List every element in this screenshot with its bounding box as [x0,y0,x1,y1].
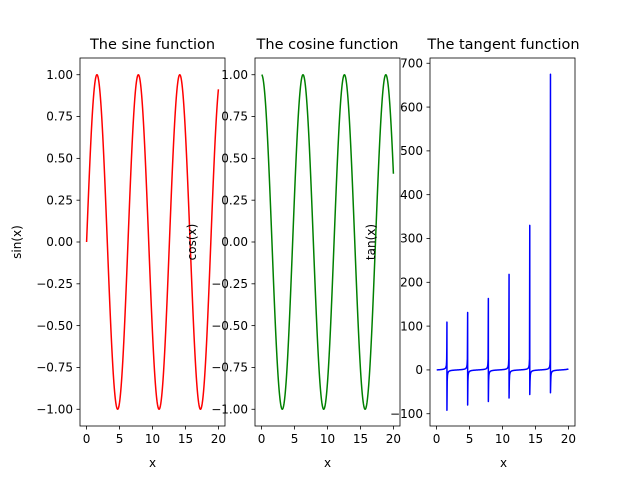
cosine-xtick-label: 15 [353,432,368,446]
sine-ytick-label: −0.50 [36,319,73,333]
sine-ytick-label: −0.75 [36,361,73,375]
cosine-ylabel: cos(x) [185,224,199,261]
tangent-xtick-label: 15 [528,432,543,446]
sine-ytick-label: −1.00 [36,402,73,416]
sine-ylabel: sin(x) [10,225,24,259]
cosine-ytick-label: 0.50 [221,152,248,166]
cosine-ytick-label: −0.50 [211,319,248,333]
tangent-ytick-label: 100 [400,319,423,333]
cosine-plot-area: 0 5 10 15 20 −1.00 −0.75 −0.50 −0.25 0.00 0.25 0.50… [211,57,401,446]
sine-ytick-label: 0.75 [46,110,73,124]
tangent-ytick-label: −100 [390,407,423,421]
sine-ytick-label: 0.25 [46,193,73,207]
sine-title: The sine function [89,37,215,53]
tangent-subplot: The tangent function x tan(x) 0 5 10 15 20 −1… [364,37,580,470]
cosine-xtick-label: 5 [291,432,299,446]
tangent-xtick-label: 10 [495,432,510,446]
tangent-ytick-label: 500 [400,144,423,158]
cosine-xlabel: x [324,456,331,470]
sine-xlabel: x [149,456,156,470]
sine-ytick-label: 0.50 [46,152,73,166]
cosine-xtick-label: 10 [320,432,335,446]
cosine-ytick-label: −0.75 [211,361,248,375]
cosine-ytick-label: −1.00 [211,402,248,416]
tangent-plot-area: 0 5 10 15 20 −100 0 100 200 300 400 500 600 700 [390,56,576,446]
tangent-ylabel: tan(x) [364,224,378,260]
tangent-ytick-label: 200 [400,276,423,290]
sine-xtick-label: 20 [211,432,226,446]
tangent-ytick-label: 600 [400,100,423,114]
sine-xtick-label: 10 [145,432,160,446]
cosine-title: The cosine function [256,37,399,53]
sine-plot-area: 0 5 10 15 20 −1.00 −0.75 −0.50 −0.25 0.00 0.25 0.50… [36,57,226,446]
tangent-xtick-label: 5 [466,432,474,446]
cosine-xtick-label: 20 [386,432,401,446]
tangent-series-line [436,73,569,411]
sine-xtick-label: 0 [83,432,91,446]
tangent-title: The tangent function [426,37,579,53]
sine-ytick-label: −0.25 [36,277,73,291]
tangent-ytick-label: 400 [400,188,423,202]
sine-xtick-label: 5 [116,432,124,446]
tangent-ytick-label: 700 [400,56,423,70]
tangent-ytick-label: 300 [400,232,423,246]
cosine-series-line [261,73,395,411]
sine-ytick-label: 1.00 [46,68,73,82]
tangent-xtick-label: 20 [561,432,576,446]
cosine-ytick-label: −0.25 [211,277,248,291]
cosine-subplot: The cosine function x cos(x) 0 5 10 15 20 −1.… [185,37,401,470]
cosine-ytick-label: 1.00 [221,68,248,82]
sine-subplot: The sine function x sin(x) 0 5 10 15 20 −1.00… [10,37,226,470]
tangent-xtick-label: 0 [433,432,441,446]
tangent-xlabel: x [500,456,507,470]
cosine-ytick-label: 0.75 [221,110,248,124]
sine-series-line [85,73,220,411]
sine-ytick-label: 0.00 [46,235,73,249]
tangent-ytick-label: 0 [415,363,423,377]
sine-xtick-label: 15 [178,432,193,446]
cosine-ytick-label: 0.25 [221,193,248,207]
cosine-xtick-label: 0 [258,432,266,446]
cosine-ytick-label: 0.00 [221,235,248,249]
